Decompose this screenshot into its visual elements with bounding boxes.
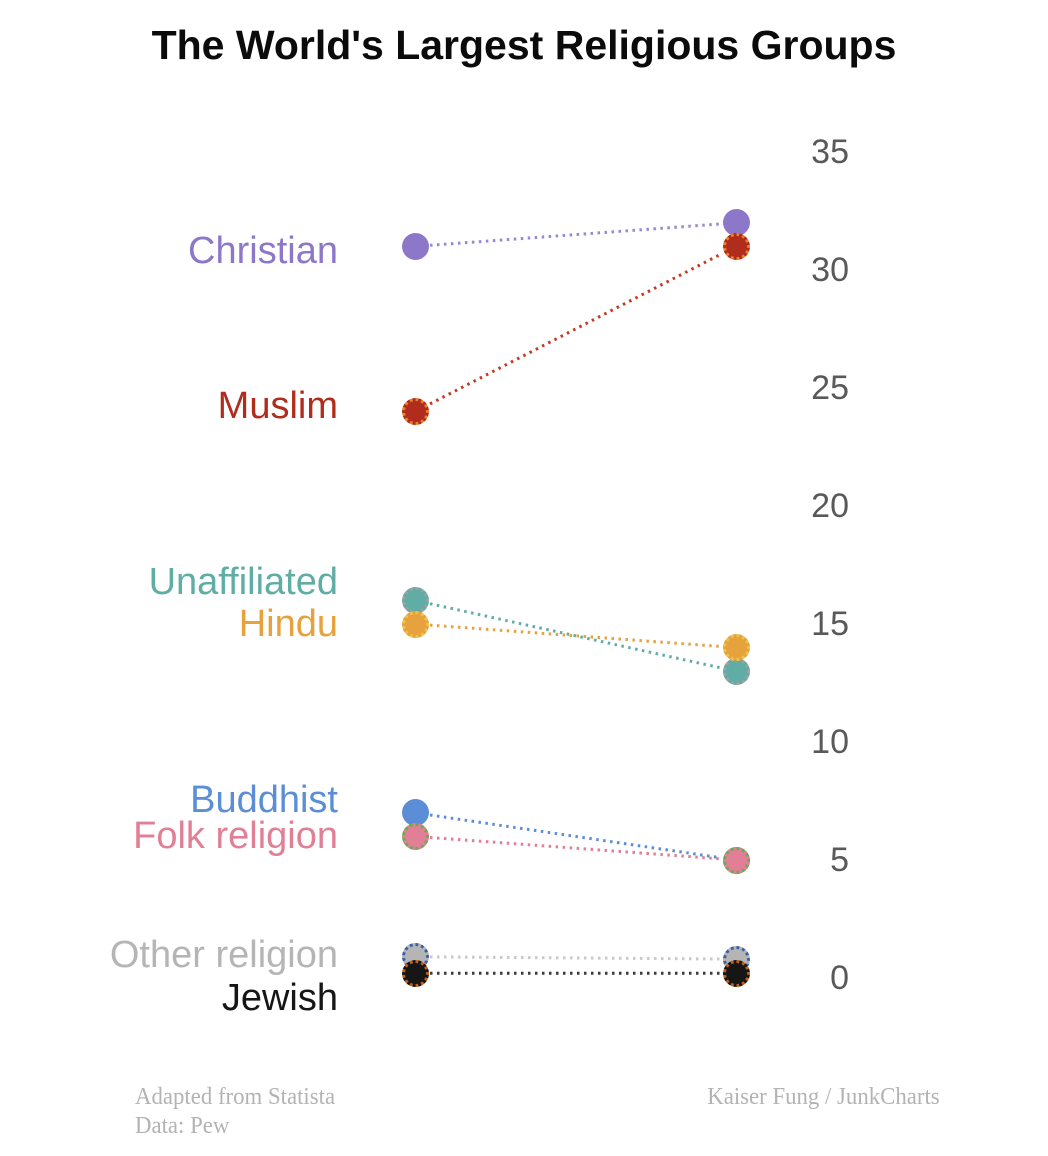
y-axis-tick-5: 5 xyxy=(830,841,849,879)
dot-folk-religion-right xyxy=(722,846,750,874)
dot-christian-right xyxy=(722,209,750,237)
source-note: Adapted from Statista Data: Pew xyxy=(135,1083,335,1141)
slope-line-unaffiliated xyxy=(429,602,722,670)
dot-hindu-left xyxy=(401,610,429,638)
y-axis-tick-20: 20 xyxy=(811,487,849,525)
dot-christian-left xyxy=(401,232,429,260)
dot-muslim-left xyxy=(401,398,429,426)
series-label-other-religion: Other religion xyxy=(109,934,338,976)
y-axis-tick-30: 30 xyxy=(811,251,849,289)
chart-title: The World's Largest Religious Groups xyxy=(151,22,897,68)
dot-folk-religion-left xyxy=(401,822,429,850)
series-label-christian: Christian xyxy=(188,230,338,272)
y-axis-tick-35: 35 xyxy=(811,133,849,171)
dot-hindu-right xyxy=(722,634,750,662)
y-axis-tick-25: 25 xyxy=(811,369,849,407)
source-note-line1: Adapted from Statista xyxy=(135,1084,336,1110)
slope-line-christian xyxy=(429,222,722,247)
slope-line-muslim xyxy=(429,252,722,406)
series-label-hindu: Hindu xyxy=(238,603,338,645)
series-label-buddhist: Buddhist xyxy=(190,779,338,821)
dot-unaffiliated-left xyxy=(401,586,429,614)
slope-line-buddhist xyxy=(429,813,722,860)
series-label-muslim: Muslim xyxy=(217,385,338,427)
dot-muslim-right xyxy=(722,232,750,260)
dot-jewish-right xyxy=(722,959,750,987)
source-note-line2: Data: Pew xyxy=(135,1113,230,1139)
series-label-unaffiliated: Unaffiliated xyxy=(148,561,338,603)
slope-line-other-religion xyxy=(429,955,722,961)
slope-line-folk-religion xyxy=(429,836,722,861)
y-axis-tick-15: 15 xyxy=(811,605,849,643)
series-label-folk-religion: Folk religion xyxy=(133,815,338,857)
dot-jewish-left xyxy=(401,959,429,987)
series-label-jewish: Jewish xyxy=(221,977,338,1019)
author-credit: Kaiser Fung / JunkCharts xyxy=(707,1084,940,1110)
y-axis-tick-10: 10 xyxy=(811,723,849,761)
dot-unaffiliated-right xyxy=(722,657,750,685)
y-axis-tick-0: 0 xyxy=(830,959,849,997)
